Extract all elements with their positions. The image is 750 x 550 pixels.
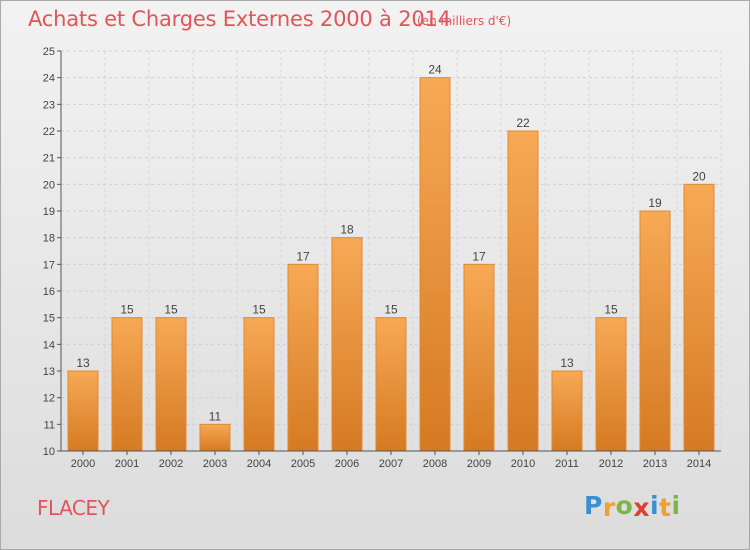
bar-2006: [331, 237, 363, 452]
data-label: 13: [560, 356, 574, 370]
data-label: 15: [120, 303, 134, 317]
x-tick-label: 2005: [291, 458, 315, 470]
y-tick-label: 23: [43, 99, 55, 111]
data-label: 17: [472, 249, 486, 263]
x-tick-label: 2000: [71, 458, 95, 470]
y-tick-label: 11: [44, 419, 55, 431]
data-label: 22: [516, 116, 530, 130]
data-label: 13: [76, 356, 90, 370]
data-label: 15: [384, 303, 398, 317]
data-label: 15: [604, 303, 618, 317]
x-tick-label: 2010: [511, 458, 535, 470]
x-tick-label: 2007: [379, 458, 403, 470]
y-tick-label: 13: [43, 366, 55, 378]
data-label: 19: [648, 196, 662, 210]
data-label: 17: [296, 249, 310, 263]
logo-letter: P: [584, 491, 603, 520]
bar-2014: [683, 183, 715, 452]
logo-letter: t: [659, 493, 672, 522]
y-tick-label: 12: [43, 393, 55, 405]
x-tick-label: 2004: [247, 458, 271, 470]
x-tick-label: 2002: [159, 458, 183, 470]
bar-2008: [419, 77, 451, 452]
logo-letter: i: [650, 491, 660, 520]
x-tick-label: 2006: [335, 458, 359, 470]
proxiti-logo: Proxiti: [584, 491, 681, 522]
y-tick-label: 21: [43, 153, 55, 165]
y-tick-label: 10: [43, 446, 55, 458]
logo-letter: x: [633, 493, 650, 522]
data-label: 15: [252, 303, 266, 317]
axes: 10 11 12 13 14 15 16 17 18 19 20 21 22 23 24 25 2000 2001…: [43, 46, 721, 470]
bar-2009: [463, 263, 495, 452]
chart-title: Achats et Charges Externes 2000 à 2014: [28, 7, 451, 31]
bar-2007: [375, 317, 407, 452]
bar-2004: [243, 317, 275, 452]
data-label: 20: [692, 169, 706, 183]
data-label: 24: [428, 63, 442, 77]
logo-letter: i: [671, 491, 681, 520]
y-tick-label: 24: [43, 73, 55, 85]
bar-2013: [639, 210, 671, 452]
bar-2001: [111, 317, 143, 452]
data-label: 15: [164, 303, 178, 317]
y-tick-label: 15: [43, 313, 55, 325]
bar-2005: [287, 263, 319, 452]
bar-2010: [507, 130, 539, 452]
x-tick-label: 2014: [687, 458, 711, 470]
logo-letter: o: [615, 491, 634, 520]
x-tick-label: 2012: [599, 458, 623, 470]
logo-letter: r: [602, 493, 616, 522]
bar-2012: [595, 317, 627, 452]
x-tick-label: 2009: [467, 458, 491, 470]
y-tick-label: 16: [43, 286, 55, 298]
x-tick-label: 2003: [203, 458, 227, 470]
y-tick-label: 14: [43, 339, 55, 351]
y-tick-label: 25: [43, 46, 55, 58]
bar-2000: [67, 370, 99, 452]
bar-2011: [551, 370, 583, 452]
y-tick-label: 19: [43, 206, 55, 218]
x-tick-label: 2001: [115, 458, 139, 470]
y-tick-label: 17: [43, 259, 55, 271]
place-name: FLACEY: [37, 496, 110, 520]
bar-2002: [155, 317, 187, 452]
x-tick-label: 2008: [423, 458, 447, 470]
bar-2003: [199, 423, 231, 452]
data-label: 18: [340, 223, 354, 237]
x-tick-label: 2013: [643, 458, 667, 470]
chart-unit: (en milliers d'€): [417, 14, 512, 28]
y-tick-label: 20: [43, 179, 55, 191]
data-label: 11: [209, 409, 222, 423]
x-tick-label: 2011: [555, 458, 579, 470]
y-tick-label: 18: [43, 233, 55, 245]
y-tick-label: 22: [43, 126, 55, 138]
bars: 13 15 15 11 15 17 18 15 24 17 22 13 15 19 20: [67, 63, 715, 452]
